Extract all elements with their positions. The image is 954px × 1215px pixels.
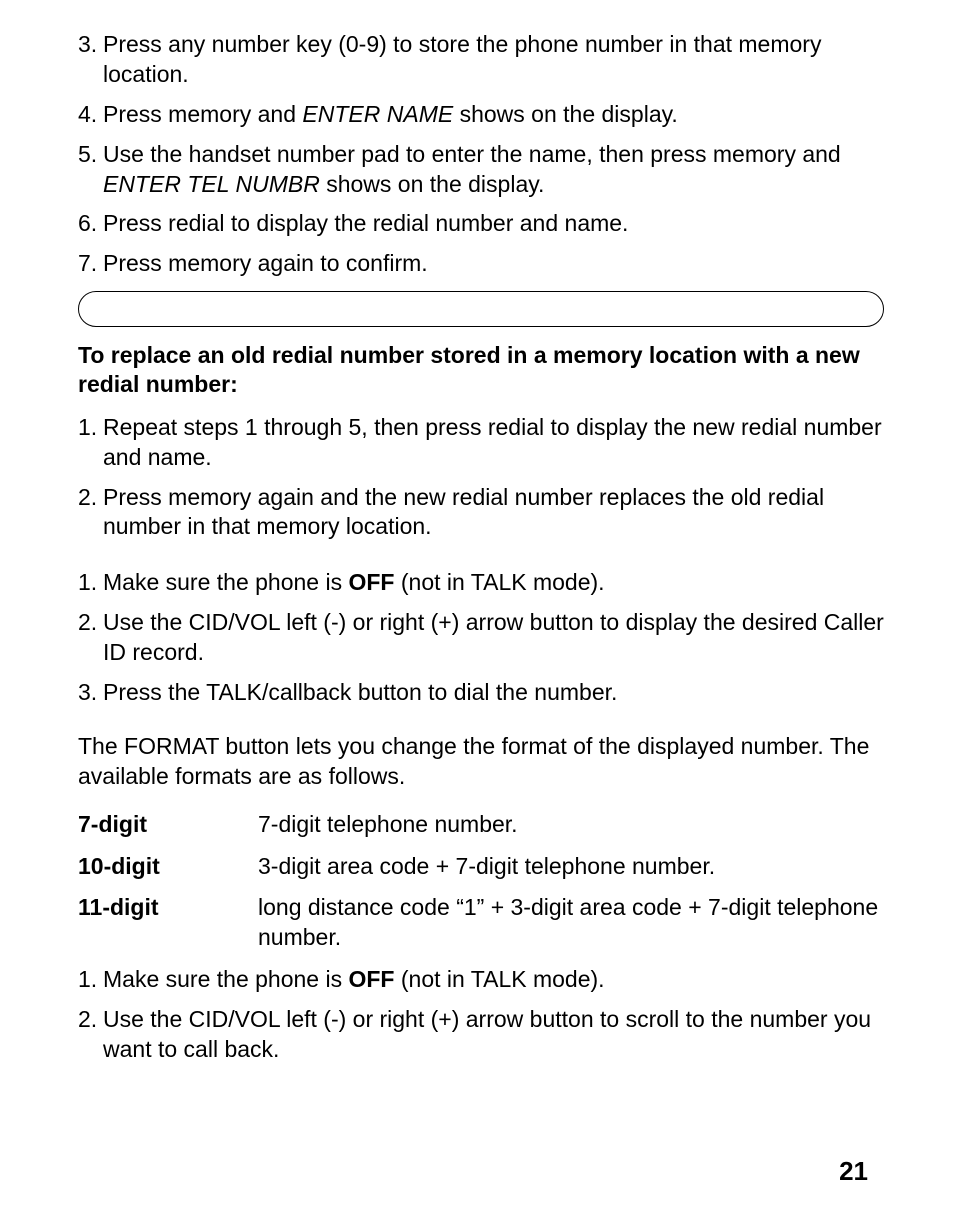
text: Press memory and — [103, 101, 302, 127]
step-text: Use the CID/VOL left (-) or right (+) ar… — [103, 608, 884, 668]
steps-c: 1. Make sure the phone is OFF (not in TA… — [78, 568, 884, 708]
format-desc: 7-digit telephone number. — [258, 810, 884, 840]
text: Make sure the phone is — [103, 569, 348, 595]
step-number: 3. — [78, 678, 103, 708]
italic-text: ENTER TEL NUMBR — [103, 171, 320, 197]
step-text: Make sure the phone is OFF (not in TALK … — [103, 965, 884, 995]
text: shows on the display. — [453, 101, 678, 127]
step-number: 1. — [78, 413, 103, 473]
step-text: Use the CID/VOL left (-) or right (+) ar… — [103, 1005, 884, 1065]
step-number: 2. — [78, 608, 103, 668]
step-text: Press the TALK/callback button to dial t… — [103, 678, 884, 708]
bold-text: OFF — [348, 569, 394, 595]
heading-replace-redial: To replace an old redial number stored i… — [78, 341, 884, 399]
step-b-2: 2. Press memory again and the new redial… — [78, 483, 884, 543]
step-e-2: 2. Use the CID/VOL left (-) or right (+)… — [78, 1005, 884, 1065]
format-row-10digit: 10-digit 3-digit area code + 7-digit tel… — [78, 852, 884, 882]
bold-text: OFF — [348, 966, 394, 992]
text: (not in TALK mode). — [394, 966, 604, 992]
italic-text: ENTER NAME — [302, 101, 453, 127]
step-number: 1. — [78, 965, 103, 995]
format-paragraph: The FORMAT button lets you change the fo… — [78, 732, 884, 792]
format-label: 10-digit — [78, 852, 258, 882]
step-a-7: 7. Press memory again to confirm. — [78, 249, 884, 279]
step-c-3: 3. Press the TALK/callback button to dia… — [78, 678, 884, 708]
page-number: 21 — [839, 1156, 868, 1187]
step-c-1: 1. Make sure the phone is OFF (not in TA… — [78, 568, 884, 598]
format-label: 11-digit — [78, 893, 258, 953]
format-desc: long distance code “1” + 3-digit area co… — [258, 893, 884, 953]
step-number: 2. — [78, 1005, 103, 1065]
text: Press the TALK/callback button to dial t… — [103, 679, 617, 705]
step-text: Use the handset number pad to enter the … — [103, 140, 884, 200]
text: Use the handset number pad to enter the … — [103, 141, 841, 167]
step-a-5: 5. Use the handset number pad to enter t… — [78, 140, 884, 200]
step-number: 4. — [78, 100, 103, 130]
format-label: 7-digit — [78, 810, 258, 840]
steps-b: 1. Repeat steps 1 through 5, then press … — [78, 413, 884, 543]
step-text: Press memory again and the new redial nu… — [103, 483, 884, 543]
steps-e: 1. Make sure the phone is OFF (not in TA… — [78, 965, 884, 1065]
text: (not in TALK mode). — [394, 569, 604, 595]
text: shows on the display. — [320, 171, 545, 197]
text: Press redial to display the redial numbe… — [103, 210, 628, 236]
step-text: Repeat steps 1 through 5, then press red… — [103, 413, 884, 473]
step-text: Press any number key (0-9) to store the … — [103, 30, 884, 90]
text: Use the CID/VOL left (-) or right (+) ar… — [103, 1006, 871, 1062]
text: Make sure the phone is — [103, 966, 348, 992]
step-a-4: 4. Press memory and ENTER NAME shows on … — [78, 100, 884, 130]
step-a-6: 6. Press redial to display the redial nu… — [78, 209, 884, 239]
step-text: Press redial to display the redial numbe… — [103, 209, 884, 239]
format-row-11digit: 11-digit long distance code “1” + 3-digi… — [78, 893, 884, 953]
step-text: Press memory and ENTER NAME shows on the… — [103, 100, 884, 130]
step-b-1: 1. Repeat steps 1 through 5, then press … — [78, 413, 884, 473]
step-text: Press memory again to confirm. — [103, 249, 884, 279]
steps-a: 3. Press any number key (0-9) to store t… — [78, 30, 884, 279]
step-number: 5. — [78, 140, 103, 200]
step-e-1: 1. Make sure the phone is OFF (not in TA… — [78, 965, 884, 995]
format-desc: 3-digit area code + 7-digit telephone nu… — [258, 852, 884, 882]
text: Press any number key (0-9) to store the … — [103, 31, 821, 87]
step-number: 6. — [78, 209, 103, 239]
rounded-box-divider — [78, 291, 884, 327]
step-c-2: 2. Use the CID/VOL left (-) or right (+)… — [78, 608, 884, 668]
step-text: Make sure the phone is OFF (not in TALK … — [103, 568, 884, 598]
step-number: 2. — [78, 483, 103, 543]
page-container: 3. Press any number key (0-9) to store t… — [0, 0, 954, 1105]
step-a-3: 3. Press any number key (0-9) to store t… — [78, 30, 884, 90]
format-row-7digit: 7-digit 7-digit telephone number. — [78, 810, 884, 840]
step-number: 7. — [78, 249, 103, 279]
text: Use the CID/VOL left (-) or right (+) ar… — [103, 609, 884, 665]
format-table: 7-digit 7-digit telephone number. 10-dig… — [78, 810, 884, 954]
step-number: 1. — [78, 568, 103, 598]
step-number: 3. — [78, 30, 103, 90]
text: Press memory again to confirm. — [103, 250, 428, 276]
